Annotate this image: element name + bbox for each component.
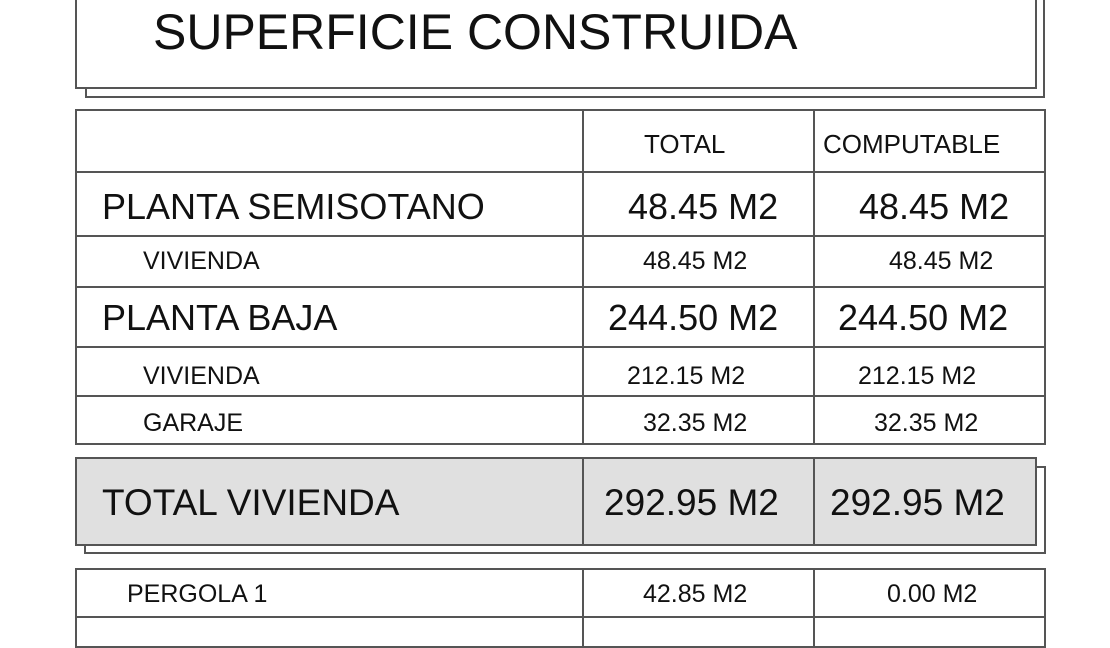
row-divider (75, 395, 1046, 397)
row-divider (75, 235, 1046, 237)
column-divider (582, 457, 584, 546)
column-divider (813, 109, 815, 445)
row-divider (75, 616, 1046, 618)
row-divider (75, 286, 1046, 288)
total-computable: 292.95 M2 (830, 482, 1005, 523)
column-divider (813, 457, 815, 546)
header-computable: COMPUTABLE (823, 129, 1001, 159)
total-value: 292.95 M2 (604, 482, 779, 523)
row-total: 48.45 M2 (628, 186, 779, 227)
row-total: 32.35 M2 (643, 409, 748, 437)
surface-table (75, 109, 1046, 445)
header-total: TOTAL (644, 129, 726, 159)
total-row (75, 457, 1037, 546)
row-total: 42.85 M2 (643, 580, 748, 608)
row-label: VIVIENDA (143, 362, 260, 390)
row-computable: 48.45 M2 (859, 186, 1010, 227)
row-divider (75, 171, 1046, 173)
row-computable: 48.45 M2 (889, 247, 994, 275)
row-computable: 244.50 M2 (838, 297, 1009, 338)
total-label: TOTAL VIVIENDA (102, 482, 400, 523)
row-computable: 32.35 M2 (874, 409, 979, 437)
row-label: GARAJE (143, 409, 244, 437)
row-total: 212.15 M2 (627, 362, 746, 390)
title-box: SUPERFICIE CONSTRUIDA (75, 0, 1037, 89)
row-label: VIVIENDA (143, 247, 260, 275)
row-label: PLANTA SEMISOTANO (102, 186, 485, 227)
row-divider (75, 346, 1046, 348)
row-computable: 0.00 M2 (887, 580, 978, 608)
page-title: SUPERFICIE CONSTRUIDA (153, 4, 798, 60)
row-total: 48.45 M2 (643, 247, 748, 275)
column-divider (582, 568, 584, 648)
row-label: PERGOLA 1 (127, 580, 268, 608)
row-total: 244.50 M2 (608, 297, 779, 338)
column-divider (813, 568, 815, 648)
row-label: PLANTA BAJA (102, 297, 338, 338)
row-computable: 212.15 M2 (858, 362, 977, 390)
column-divider (582, 109, 584, 445)
